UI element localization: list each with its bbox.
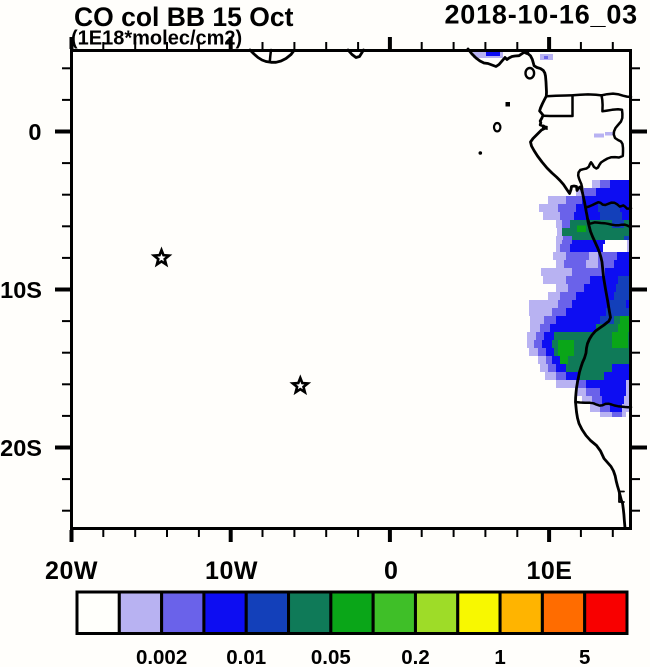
svg-text:1: 1 bbox=[494, 646, 505, 667]
svg-text:CO col BB 15 Oct: CO col BB 15 Oct bbox=[74, 2, 294, 32]
svg-text:5: 5 bbox=[579, 646, 590, 667]
svg-text:0.2: 0.2 bbox=[401, 646, 430, 667]
svg-text:10E: 10E bbox=[527, 557, 573, 585]
svg-text:0.002: 0.002 bbox=[136, 646, 187, 667]
svg-text:20W: 20W bbox=[45, 557, 98, 585]
svg-text:10S: 10S bbox=[0, 277, 42, 303]
svg-text:0.01: 0.01 bbox=[226, 646, 266, 667]
svg-text:0: 0 bbox=[384, 557, 398, 585]
svg-text:0.05: 0.05 bbox=[311, 646, 351, 667]
svg-text:0: 0 bbox=[28, 119, 41, 145]
svg-text:(1E18*molec/cm2): (1E18*molec/cm2) bbox=[71, 28, 242, 50]
svg-text:10W: 10W bbox=[205, 557, 258, 585]
svg-text:20S: 20S bbox=[0, 435, 42, 461]
svg-text:2018-10-16_03: 2018-10-16_03 bbox=[444, 0, 638, 30]
